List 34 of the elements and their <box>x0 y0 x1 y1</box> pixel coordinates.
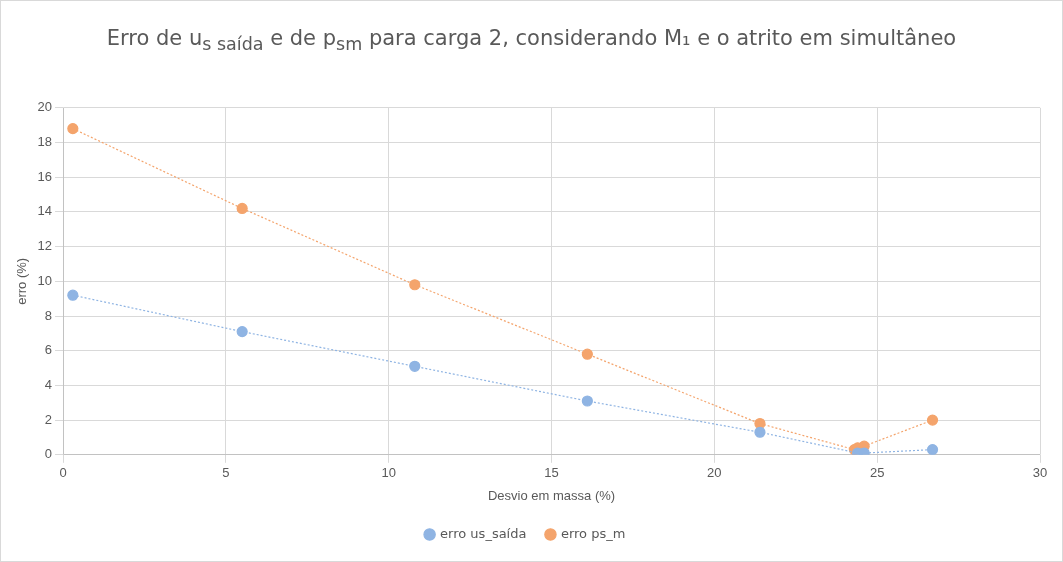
x-tick-label: 30 <box>1032 465 1048 481</box>
point <box>67 123 79 135</box>
y-tick-label: 14 <box>37 203 53 219</box>
y-tick-label: 10 <box>37 272 53 288</box>
point <box>926 414 939 426</box>
point <box>409 360 421 372</box>
point <box>581 395 593 407</box>
x-tick-label: 5 <box>222 465 230 481</box>
point <box>754 426 766 438</box>
chart-title: Erro de u$_{s saída}$ e de p$_{sm}$ para carga 2, considerando M₁ e o atrito em simultâneo <box>105 25 958 57</box>
y-tick-label: 16 <box>37 168 53 184</box>
point <box>926 444 939 455</box>
y-axis-title: erro (%) <box>14 257 30 305</box>
legend-label: erro ps_m <box>560 525 626 541</box>
x-tick-label: 10 <box>381 465 396 481</box>
x-tick-label: 20 <box>707 465 722 481</box>
x-tick-label: 25 <box>869 465 885 481</box>
y-tick-label: 6 <box>44 342 53 358</box>
x-axis-title: Desvio em massa (%) <box>487 487 616 503</box>
x-tick-label: 0 <box>59 465 67 481</box>
point <box>581 348 593 360</box>
y-tick-label: 0 <box>44 446 53 462</box>
y-tick-label: 2 <box>44 411 53 427</box>
y-tick-label: 8 <box>44 307 53 323</box>
y-tick-label: 20 <box>37 99 53 115</box>
legend-label: erro us_saída <box>440 525 527 541</box>
point <box>67 289 79 301</box>
point <box>409 279 421 291</box>
point <box>236 202 248 215</box>
y-tick-label: 18 <box>37 134 53 150</box>
x-tick-label: 15 <box>544 465 559 481</box>
y-tick-label: 12 <box>37 238 53 254</box>
point <box>236 326 248 338</box>
y-tick-label: 4 <box>44 376 53 392</box>
